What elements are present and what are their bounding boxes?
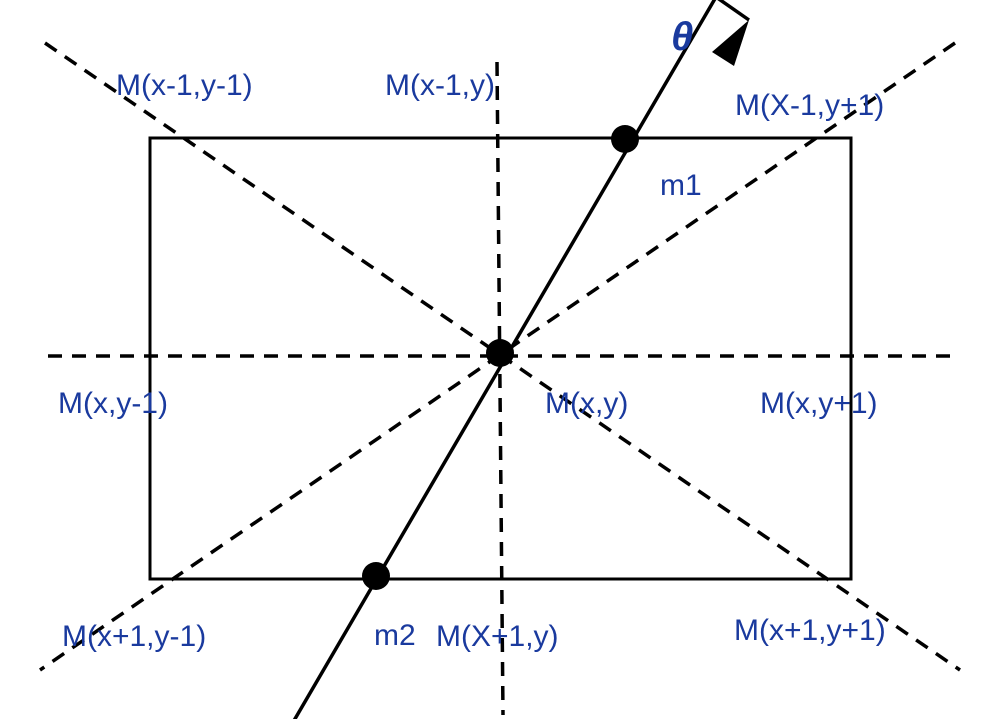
dashed-vertical: [497, 62, 503, 715]
label-bl: M(x+1,y-1): [62, 620, 206, 653]
theta-arrowhead: [712, 20, 749, 66]
dot-center: [486, 339, 514, 367]
label-tl: M(x-1,y-1): [116, 69, 253, 102]
label-br: M(x+1,y+1): [734, 614, 886, 647]
label-mc: M(x,y): [545, 387, 628, 420]
label-ml: M(x,y-1): [58, 387, 168, 420]
label-mr: M(x,y+1): [760, 387, 878, 420]
dot-m1: [611, 125, 639, 153]
theta-line-to-tip: [716, 0, 749, 20]
dot-m2: [362, 562, 390, 590]
label-theta: θ: [671, 15, 693, 59]
label-tc: M(x-1,y): [385, 69, 495, 102]
label-tr: M(X-1,y+1): [735, 89, 884, 122]
label-bc: M(X+1,y): [436, 620, 559, 653]
label-m1: m1: [660, 169, 702, 202]
diagram-canvas: θ M(x-1,y-1) M(x-1,y) M(X-1,y+1) M(x,y-1…: [0, 0, 1000, 719]
label-m2: m2: [374, 619, 416, 652]
